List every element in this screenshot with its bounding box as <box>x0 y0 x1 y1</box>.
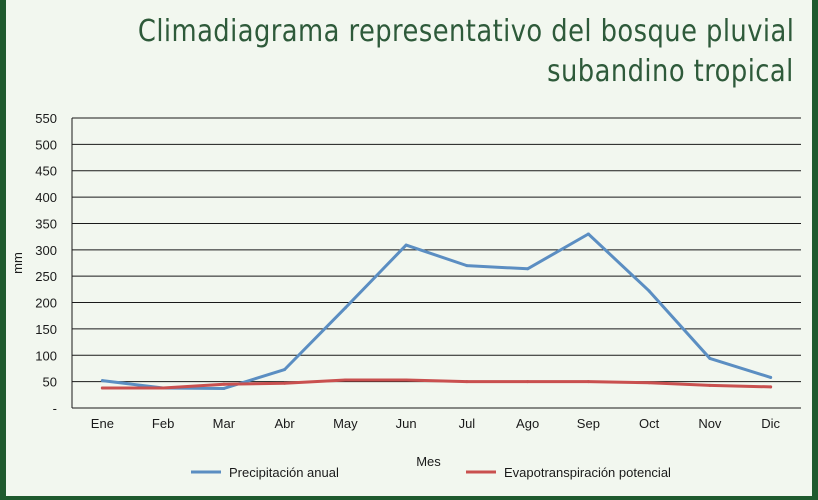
y-tick-label: 350 <box>35 216 57 231</box>
y-tick-label: 300 <box>35 243 57 258</box>
x-tick-label: Sep <box>577 416 600 431</box>
x-axis-title: Mes <box>416 454 441 469</box>
data-point <box>100 386 104 390</box>
x-tick-label: Nov <box>698 416 722 431</box>
series-line-1 <box>100 378 773 390</box>
y-tick-label: 150 <box>35 322 57 337</box>
data-point <box>222 386 226 390</box>
y-tick-label: - <box>53 401 57 416</box>
data-point <box>526 267 530 271</box>
chart-title-line-2: subandino tropical <box>547 54 794 89</box>
y-tick-label: 50 <box>43 375 57 390</box>
x-tick-label: Feb <box>152 416 174 431</box>
data-point <box>465 264 469 268</box>
data-point <box>404 243 408 247</box>
y-axis-title: mm <box>10 252 25 274</box>
data-point <box>586 380 590 384</box>
chart-title-line-1: Climadiagrama representativo del bosque … <box>137 14 794 49</box>
data-point <box>343 378 347 382</box>
x-tick-label: Oct <box>639 416 660 431</box>
data-point <box>465 380 469 384</box>
data-point <box>343 306 347 310</box>
data-point <box>404 378 408 382</box>
data-point <box>283 368 287 372</box>
figure-panel: Climadiagrama representativo del bosque … <box>6 0 812 496</box>
data-point <box>100 379 104 383</box>
data-point <box>708 356 712 360</box>
data-point <box>161 386 165 390</box>
series-line-0 <box>100 232 773 390</box>
x-tick-label: Jul <box>459 416 476 431</box>
legend-label: Evapotranspiración potencial <box>504 465 671 480</box>
data-point <box>526 380 530 384</box>
y-tick-label: 450 <box>35 164 57 179</box>
data-point <box>283 381 287 385</box>
data-point <box>769 385 773 389</box>
y-tick-label: 200 <box>35 296 57 311</box>
y-tick-label: 250 <box>35 269 57 284</box>
x-tick-label: Ene <box>91 416 114 431</box>
y-tick-label: 100 <box>35 348 57 363</box>
y-tick-label: 400 <box>35 190 57 205</box>
x-tick-label: Abr <box>275 416 296 431</box>
data-point <box>769 375 773 379</box>
x-tick-label: Jun <box>396 416 417 431</box>
data-point <box>586 232 590 236</box>
line-chart: - 50 100 150 200 250 300 350 400 450 500 550 Ene Feb M… <box>10 111 801 480</box>
legend-label: Precipitación anual <box>229 465 339 480</box>
x-tick-label: Ago <box>516 416 539 431</box>
y-tick-label: 550 <box>35 111 57 126</box>
data-point <box>222 382 226 386</box>
x-tick-label: Mar <box>213 416 236 431</box>
data-point <box>708 383 712 387</box>
x-tick-label: Dic <box>761 416 780 431</box>
data-point <box>647 381 651 385</box>
y-tick-label: 500 <box>35 137 57 152</box>
x-tick-label: May <box>333 416 358 431</box>
data-point <box>647 289 651 293</box>
